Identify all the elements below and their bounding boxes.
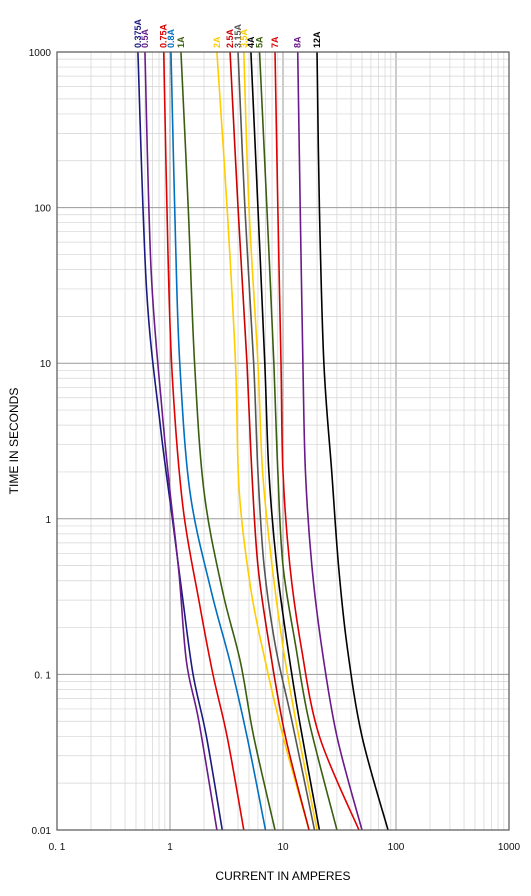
x-tick-labels: 0. 1 1 10 100 1000 bbox=[49, 842, 521, 853]
series-label-8A: 8A bbox=[293, 36, 303, 48]
series-line-2A bbox=[216, 51, 310, 831]
series-line-4A bbox=[250, 51, 321, 831]
series-label-3-15A: 3.15A bbox=[233, 23, 243, 48]
series-line-5A bbox=[258, 51, 338, 831]
plot-frame bbox=[56, 51, 510, 831]
x-tick-label: 10 bbox=[277, 842, 289, 853]
series-label-5A: 5A bbox=[255, 36, 265, 48]
y-tick-label: 100 bbox=[34, 204, 51, 215]
series-lines bbox=[137, 51, 389, 831]
series-label-7A: 7A bbox=[270, 36, 280, 48]
series-label-4A: 4A bbox=[246, 36, 256, 48]
series-line-12A bbox=[316, 51, 389, 831]
series-line-7A bbox=[274, 51, 360, 831]
series-label-1A: 1A bbox=[176, 36, 186, 48]
series-line-3-15A bbox=[237, 51, 316, 831]
x-axis-title: CURRENT IN AMPERES bbox=[215, 869, 350, 883]
series-line-3-5A bbox=[243, 51, 318, 831]
y-tick-label: 0.01 bbox=[32, 826, 52, 837]
x-tick-label: 1000 bbox=[498, 842, 521, 853]
series-line-2-5A bbox=[229, 51, 310, 831]
series-label-3-5A: 3.5A bbox=[239, 28, 249, 48]
series-label-0-75A: 0.75A bbox=[159, 23, 169, 48]
series-line-0-8A bbox=[170, 51, 267, 831]
series-label-0-375A: 0.375A bbox=[133, 18, 143, 48]
series-line-0-5A bbox=[144, 51, 218, 831]
series-label-12A: 12A bbox=[312, 31, 322, 48]
series-line-8A bbox=[296, 51, 363, 831]
series-label-0-5A: 0.5A bbox=[140, 28, 150, 48]
grid bbox=[56, 52, 509, 831]
x-tick-label: 100 bbox=[388, 842, 405, 853]
series-line-0-75A bbox=[162, 51, 245, 831]
y-tick-label: 0. 1 bbox=[34, 670, 51, 681]
series-label-2A: 2A bbox=[212, 36, 222, 48]
y-axis-title: TIME IN SECONDS bbox=[7, 388, 21, 495]
y-tick-label: 10 bbox=[40, 359, 52, 370]
series-line-1A bbox=[180, 51, 276, 831]
series-label-0-8A: 0.8A bbox=[166, 28, 176, 48]
y-tick-label: 1 bbox=[45, 515, 51, 526]
y-tick-label: 1000 bbox=[29, 48, 52, 59]
x-tick-label: 1 bbox=[167, 842, 173, 853]
y-tick-labels: 0.01 0. 1 1 10 100 1000 bbox=[29, 48, 52, 837]
series-label-2-5A: 2.5A bbox=[225, 28, 235, 48]
x-tick-label: 0. 1 bbox=[49, 842, 66, 853]
